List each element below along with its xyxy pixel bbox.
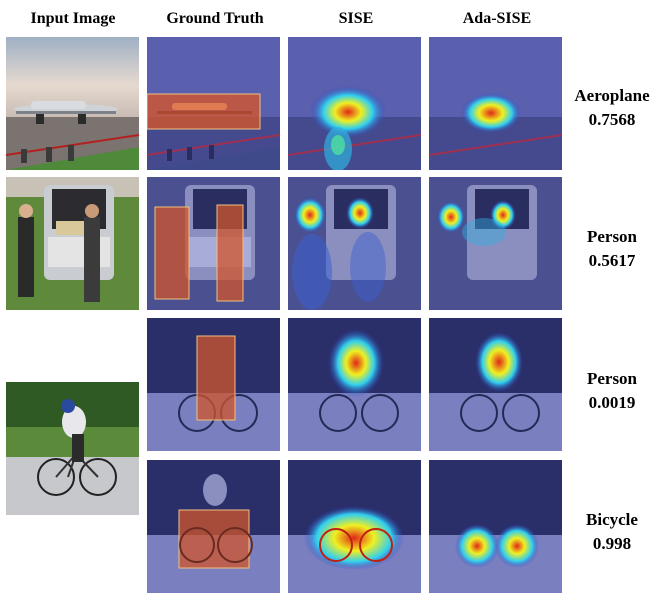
header-ada-sise: Ada-SISE bbox=[462, 10, 532, 27]
input-image-person-car bbox=[6, 177, 139, 310]
ground-truth-bicycle bbox=[147, 460, 280, 593]
input-image-cyclist bbox=[6, 382, 139, 515]
sise-heatmap-aeroplane bbox=[288, 37, 421, 170]
sise-heatmap-bicycle bbox=[288, 460, 421, 593]
ground-truth-person-cyclist bbox=[147, 318, 280, 451]
class-name: Aeroplane bbox=[574, 86, 650, 105]
row-label-person-cyclist: Person 0.0019 bbox=[562, 367, 662, 415]
ground-truth-aeroplane bbox=[147, 37, 280, 170]
row-label-bicycle: Bicycle 0.998 bbox=[562, 508, 662, 556]
row-label-person-car: Person 0.5617 bbox=[562, 225, 662, 273]
header-ground-truth: Ground Truth bbox=[166, 10, 264, 27]
sise-heatmap-person-cyclist bbox=[288, 318, 421, 451]
class-score: 0.0019 bbox=[588, 393, 636, 412]
class-name: Person bbox=[586, 227, 638, 246]
ada-sise-heatmap-aeroplane bbox=[429, 37, 562, 170]
header-sise: SISE bbox=[338, 10, 374, 27]
ground-truth-person-car bbox=[147, 177, 280, 310]
class-score: 0.7568 bbox=[588, 110, 636, 129]
class-name: Bicycle bbox=[586, 510, 638, 529]
class-name: Person bbox=[586, 369, 638, 388]
sise-heatmap-person-car bbox=[288, 177, 421, 310]
row-label-aeroplane: Aeroplane 0.7568 bbox=[562, 84, 662, 132]
ada-sise-heatmap-person-cyclist bbox=[429, 318, 562, 451]
class-score: 0.5617 bbox=[588, 251, 636, 270]
header-input-image: Input Image bbox=[30, 10, 116, 27]
class-score: 0.998 bbox=[592, 534, 632, 553]
ada-sise-heatmap-bicycle bbox=[429, 460, 562, 593]
ada-sise-heatmap-person-car bbox=[429, 177, 562, 310]
input-image-aeroplane bbox=[6, 37, 139, 170]
